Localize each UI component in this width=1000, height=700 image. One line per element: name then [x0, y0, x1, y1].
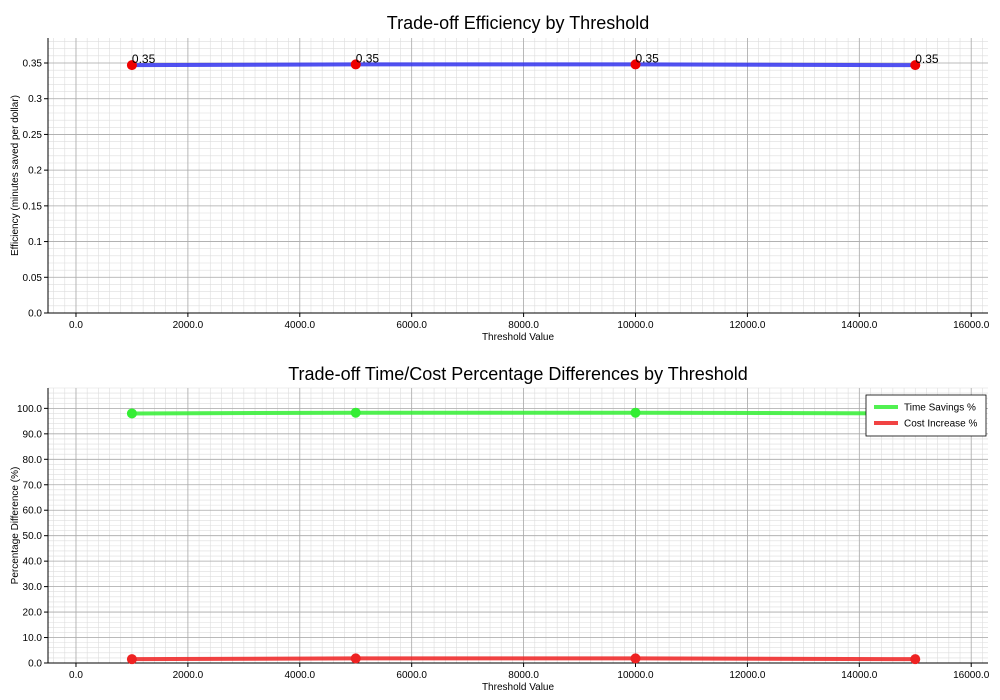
x-tick-label: 16000.0 — [953, 670, 990, 681]
chart-title: Trade-off Efficiency by Threshold — [387, 13, 649, 33]
x-tick-label: 10000.0 — [617, 320, 654, 331]
series-line — [131, 656, 916, 662]
data-label: 0.35 — [636, 51, 660, 65]
legend: Time Savings % Cost Increase % — [865, 394, 987, 437]
y-tick-label: 50.0 — [23, 531, 43, 542]
y-tick-label: 0.1 — [28, 237, 42, 248]
x-tick-label: 2000.0 — [173, 670, 204, 681]
y-tick-label: 0.0 — [28, 309, 42, 320]
minor-grid — [48, 38, 988, 314]
percentage-chart: 0.0 2000.0 4000.0 6000.0 8000.0 10000.0 12000.… — [10, 364, 990, 693]
data-point — [630, 59, 641, 70]
x-tick-label: 8000.0 — [508, 320, 539, 331]
y-tick-label: 100.0 — [17, 404, 42, 415]
y-tick-label: 10.0 — [23, 633, 43, 644]
minor-grid — [48, 387, 988, 664]
x-tick-label: 16000.0 — [953, 320, 990, 331]
data-point — [350, 59, 361, 70]
x-tick-label: 4000.0 — [284, 320, 315, 331]
x-tick-label: 12000.0 — [729, 320, 766, 331]
data-point — [910, 60, 921, 71]
data-point — [126, 60, 137, 71]
x-tick-label: 10000.0 — [617, 670, 654, 681]
x-tick-label: 0.0 — [69, 670, 83, 681]
data-point — [350, 653, 361, 664]
data-point — [126, 654, 137, 665]
legend-label: Cost Increase % — [904, 419, 977, 430]
data-point — [910, 654, 921, 665]
y-tick-label: 90.0 — [23, 429, 43, 440]
y-tick-label: 70.0 — [23, 480, 43, 491]
data-label: 0.35 — [356, 51, 380, 65]
series-line — [131, 410, 916, 416]
x-tick-label: 6000.0 — [396, 670, 427, 681]
y-tick-label: 20.0 — [23, 608, 43, 619]
efficiency-chart: 0.0 2000.0 4000.0 6000.0 8000.0 10000.0 12000.… — [10, 13, 990, 343]
x-axis-label: Threshold Value — [482, 682, 555, 693]
major-grid — [48, 388, 988, 664]
y-tick-label: 40.0 — [23, 557, 43, 568]
data-label: 0.35 — [132, 52, 156, 66]
legend-label: Time Savings % — [904, 403, 976, 414]
x-tick-label: 6000.0 — [396, 320, 427, 331]
legend-box — [865, 394, 987, 437]
x-tick-label: 2000.0 — [173, 320, 204, 331]
series-line — [131, 62, 916, 68]
y-tick-label: 0.2 — [28, 166, 42, 177]
x-tick-label: 14000.0 — [841, 670, 878, 681]
major-grid — [48, 38, 988, 314]
y-tick-label: 80.0 — [23, 455, 43, 466]
x-axis-label: Threshold Value — [482, 332, 555, 343]
y-tick-label: 30.0 — [23, 582, 43, 593]
y-tick-label: 0.25 — [23, 130, 43, 141]
data-label: 0.35 — [915, 52, 939, 66]
y-tick-label: 0.0 — [28, 659, 42, 670]
data-point — [630, 653, 641, 664]
y-tick-label: 0.05 — [23, 273, 43, 284]
y-tick-label: 0.35 — [23, 59, 43, 70]
data-point — [350, 407, 361, 418]
data-point — [630, 407, 641, 418]
y-axis-label: Efficiency (minutes saved per dollar) — [10, 95, 21, 256]
x-tick-label: 4000.0 — [284, 670, 315, 681]
x-tick-label: 14000.0 — [841, 320, 878, 331]
y-tick-label: 60.0 — [23, 506, 43, 517]
y-axis-label: Percentage Difference (%) — [10, 467, 21, 585]
x-tick-label: 8000.0 — [508, 670, 539, 681]
data-point — [126, 408, 137, 419]
x-tick-label: 12000.0 — [729, 670, 766, 681]
y-tick-label: 0.3 — [28, 94, 42, 105]
x-tick-label: 0.0 — [69, 320, 83, 331]
y-tick-label: 0.15 — [23, 201, 43, 212]
chart-title: Trade-off Time/Cost Percentage Differenc… — [288, 364, 748, 384]
